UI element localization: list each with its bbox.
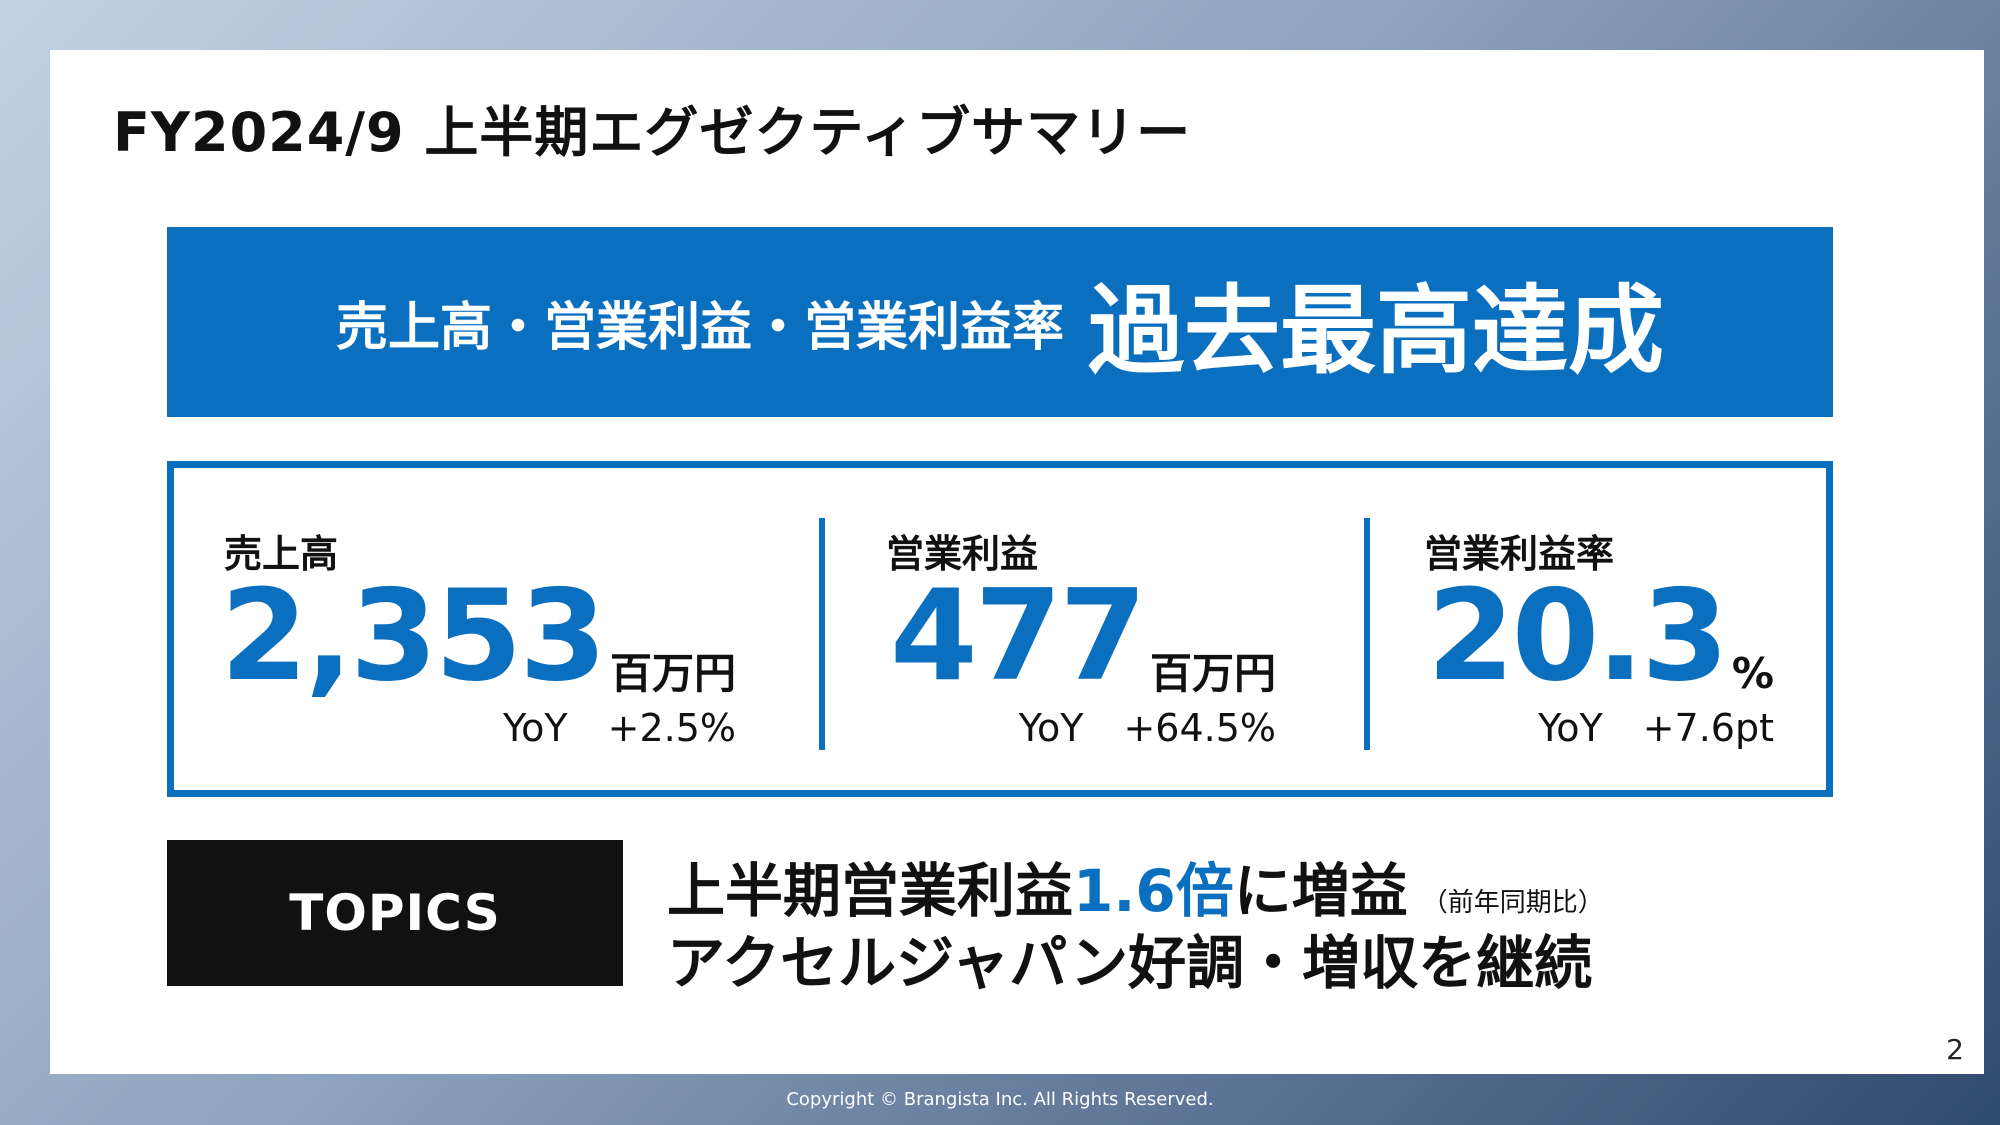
page-number: 2 bbox=[1946, 1033, 1964, 1066]
metric-unit: % bbox=[1731, 649, 1774, 698]
yoy-value: +64.5% bbox=[1123, 706, 1276, 750]
metric-revenue: 売上高 2,353 百万円 YoY +2.5% bbox=[220, 468, 736, 790]
topics-line1-note: （前年同期比） bbox=[1421, 888, 1604, 918]
banner-headline: 過去最高達成 bbox=[1088, 274, 1664, 387]
slide: FY2024/9 上半期エグゼクティブサマリー 売上高・営業利益・営業利益率 過… bbox=[50, 50, 1984, 1074]
metric-divider bbox=[1364, 518, 1370, 750]
topics-label: TOPICS bbox=[289, 884, 501, 942]
metric-operating-profit: 営業利益 477 百万円 YoY +64.5% bbox=[886, 468, 1276, 790]
metric-label: 売上高 bbox=[224, 532, 339, 576]
copyright-footer: Copyright © Brangista Inc. All Rights Re… bbox=[786, 1089, 1214, 1110]
topics-line1-prefix: 上半期営業利益 bbox=[667, 857, 1074, 925]
metric-value: 2,353 bbox=[220, 562, 607, 709]
metric-unit: 百万円 bbox=[1149, 649, 1276, 698]
yoy-value: +2.5% bbox=[607, 706, 736, 750]
metric-label: 営業利益 bbox=[886, 532, 1039, 576]
headline-banner: 売上高・営業利益・営業利益率 過去最高達成 bbox=[167, 227, 1833, 417]
metric-value-row: 20.3 % bbox=[1424, 573, 1774, 699]
topics-badge: TOPICS bbox=[167, 840, 623, 986]
topics-line-1: 上半期営業利益 1.6倍 に増益 （前年同期比） bbox=[667, 844, 1604, 928]
metric-unit: 百万円 bbox=[609, 649, 736, 698]
metric-yoy: YoY +2.5% bbox=[503, 706, 736, 750]
topics-line-2: アクセルジャパン好調・増収を継続 bbox=[667, 929, 1593, 997]
metric-divider bbox=[819, 518, 825, 750]
metric-operating-margin: 営業利益率 20.3 % YoY +7.6pt bbox=[1424, 468, 1774, 790]
yoy-label: YoY bbox=[502, 706, 568, 750]
metric-label: 営業利益率 bbox=[1424, 532, 1615, 576]
slide-title: FY2024/9 上半期エグゼクティブサマリー bbox=[113, 101, 1192, 164]
metric-yoy: YoY +64.5% bbox=[1019, 706, 1276, 750]
metric-value-row: 2,353 百万円 bbox=[220, 573, 736, 699]
metric-value-row: 477 百万円 bbox=[886, 573, 1276, 699]
yoy-label: YoY bbox=[1538, 706, 1603, 750]
yoy-label: YoY bbox=[1018, 706, 1084, 750]
topics-line1-suffix: に増益 bbox=[1233, 857, 1408, 925]
topics-line1-accent: 1.6倍 bbox=[1073, 857, 1234, 925]
metric-value: 477 bbox=[889, 562, 1147, 709]
banner-subtitle: 売上高・営業利益・営業利益率 bbox=[335, 297, 1064, 358]
yoy-value: +7.6pt bbox=[1642, 706, 1774, 750]
metrics-panel: 売上高 2,353 百万円 YoY +2.5% 営業利益 477 百万円 YoY +… bbox=[167, 461, 1833, 797]
metric-yoy: YoY +7.6pt bbox=[1538, 706, 1774, 750]
metric-value: 20.3 bbox=[1427, 562, 1729, 709]
